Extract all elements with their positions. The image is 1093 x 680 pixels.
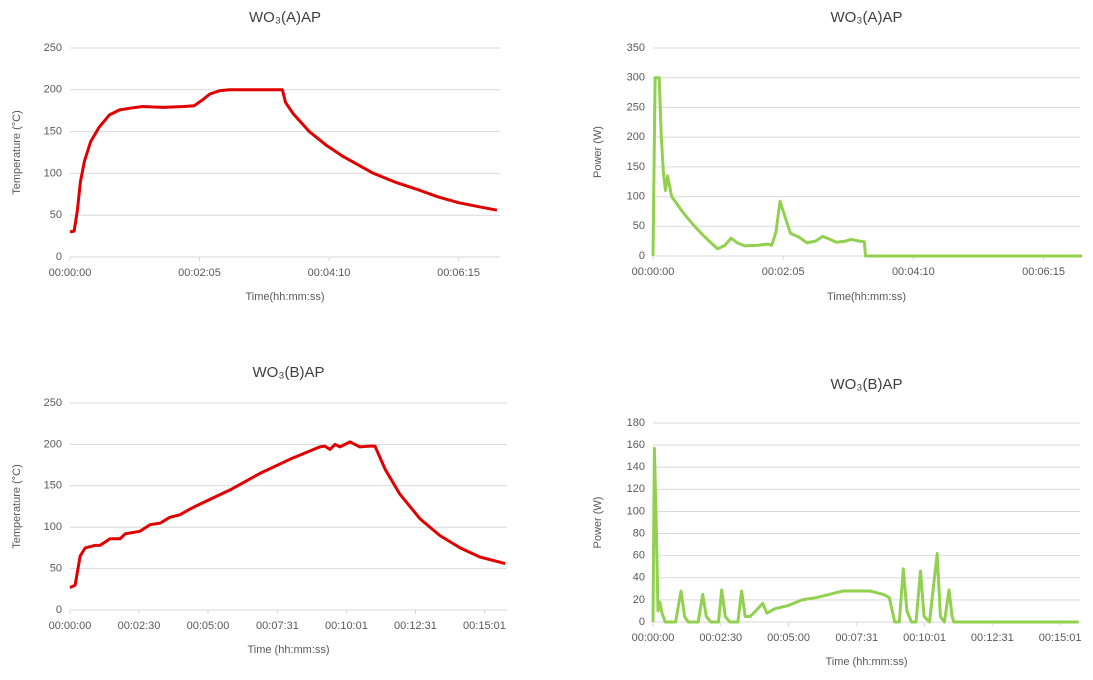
y-tick-label: 0 [56, 251, 62, 263]
x-tick-label: 00:00:00 [49, 267, 92, 279]
x-axis-title: Time(hh:mm:ss) [245, 291, 324, 303]
y-tick-label: 200 [44, 84, 62, 96]
x-tick-label: 00:02:05 [178, 267, 221, 279]
y-tick-label: 250 [44, 42, 62, 54]
y-tick-label: 60 [633, 550, 645, 562]
y-tick-label: 100 [627, 190, 645, 202]
x-axis-title: Time(hh:mm:ss) [827, 291, 906, 303]
x-tick-label: 00:00:00 [632, 266, 675, 278]
x-tick-label: 00:00:00 [632, 632, 675, 644]
chart-title: WO₃(B)AP [831, 376, 903, 393]
data-line [69, 88, 498, 234]
x-tick-label: 00:04:10 [308, 267, 351, 279]
y-tick-label: 140 [627, 461, 645, 473]
y-tick-label: 100 [44, 521, 62, 533]
chart-title: WO₃(A)AP [249, 9, 321, 26]
x-tick-label: 00:06:15 [437, 267, 480, 279]
x-tick-label: 00:06:15 [1022, 266, 1065, 278]
y-axis-title: Power (W) [592, 497, 604, 549]
x-tick-label: 00:15:01 [1039, 632, 1082, 644]
x-tick-label: 00:05:00 [767, 632, 810, 644]
x-tick-label: 00:07:31 [256, 620, 299, 632]
x-tick-label: 00:04:10 [892, 266, 935, 278]
y-tick-label: 40 [633, 572, 645, 584]
y-tick-label: 50 [50, 209, 62, 221]
x-tick-label: 00:10:01 [325, 620, 368, 632]
y-tick-label: 300 [627, 72, 645, 84]
y-tick-label: 50 [50, 563, 62, 575]
x-tick-label: 00:12:31 [394, 620, 437, 632]
x-axis-title: Time (hh:mm:ss) [247, 644, 329, 656]
y-tick-label: 200 [44, 438, 62, 450]
x-tick-label: 00:02:30 [699, 632, 742, 644]
x-tick-label: 00:10:01 [903, 632, 946, 644]
y-tick-label: 20 [633, 594, 645, 606]
x-tick-label: 00:02:05 [762, 266, 805, 278]
x-tick-label: 00:15:01 [463, 620, 506, 632]
x-tick-label: 00:12:31 [971, 632, 1014, 644]
y-tick-label: 160 [627, 439, 645, 451]
y-tick-label: 120 [627, 483, 645, 495]
y-axis-title: Temperature (°C) [11, 464, 23, 548]
data-line [651, 76, 1083, 258]
x-tick-label: 00:00:00 [49, 620, 92, 632]
y-tick-label: 100 [627, 505, 645, 517]
data-line [651, 446, 1079, 624]
y-tick-label: 0 [639, 250, 645, 262]
y-tick-label: 150 [627, 161, 645, 173]
y-axis-title: Temperature (°C) [11, 110, 23, 194]
y-tick-label: 150 [44, 480, 62, 492]
chart-title: WO₃(B)AP [253, 364, 325, 381]
y-tick-label: 250 [44, 397, 62, 409]
y-tick-label: 50 [633, 220, 645, 232]
y-tick-label: 250 [627, 101, 645, 113]
y-tick-label: 100 [44, 167, 62, 179]
y-tick-label: 350 [627, 42, 645, 54]
chart-title: WO₃(A)AP [831, 9, 903, 26]
x-tick-label: 00:05:00 [187, 620, 230, 632]
x-tick-label: 00:02:30 [118, 620, 161, 632]
y-tick-label: 180 [627, 417, 645, 429]
y-tick-label: 150 [44, 126, 62, 138]
data-line [69, 440, 506, 589]
x-axis-title: Time (hh:mm:ss) [825, 656, 907, 668]
y-tick-label: 0 [56, 604, 62, 616]
y-tick-label: 0 [639, 616, 645, 628]
y-axis-title: Power (W) [592, 126, 604, 178]
x-tick-label: 00:07:31 [835, 632, 878, 644]
y-tick-label: 80 [633, 527, 645, 539]
y-tick-label: 200 [627, 131, 645, 143]
